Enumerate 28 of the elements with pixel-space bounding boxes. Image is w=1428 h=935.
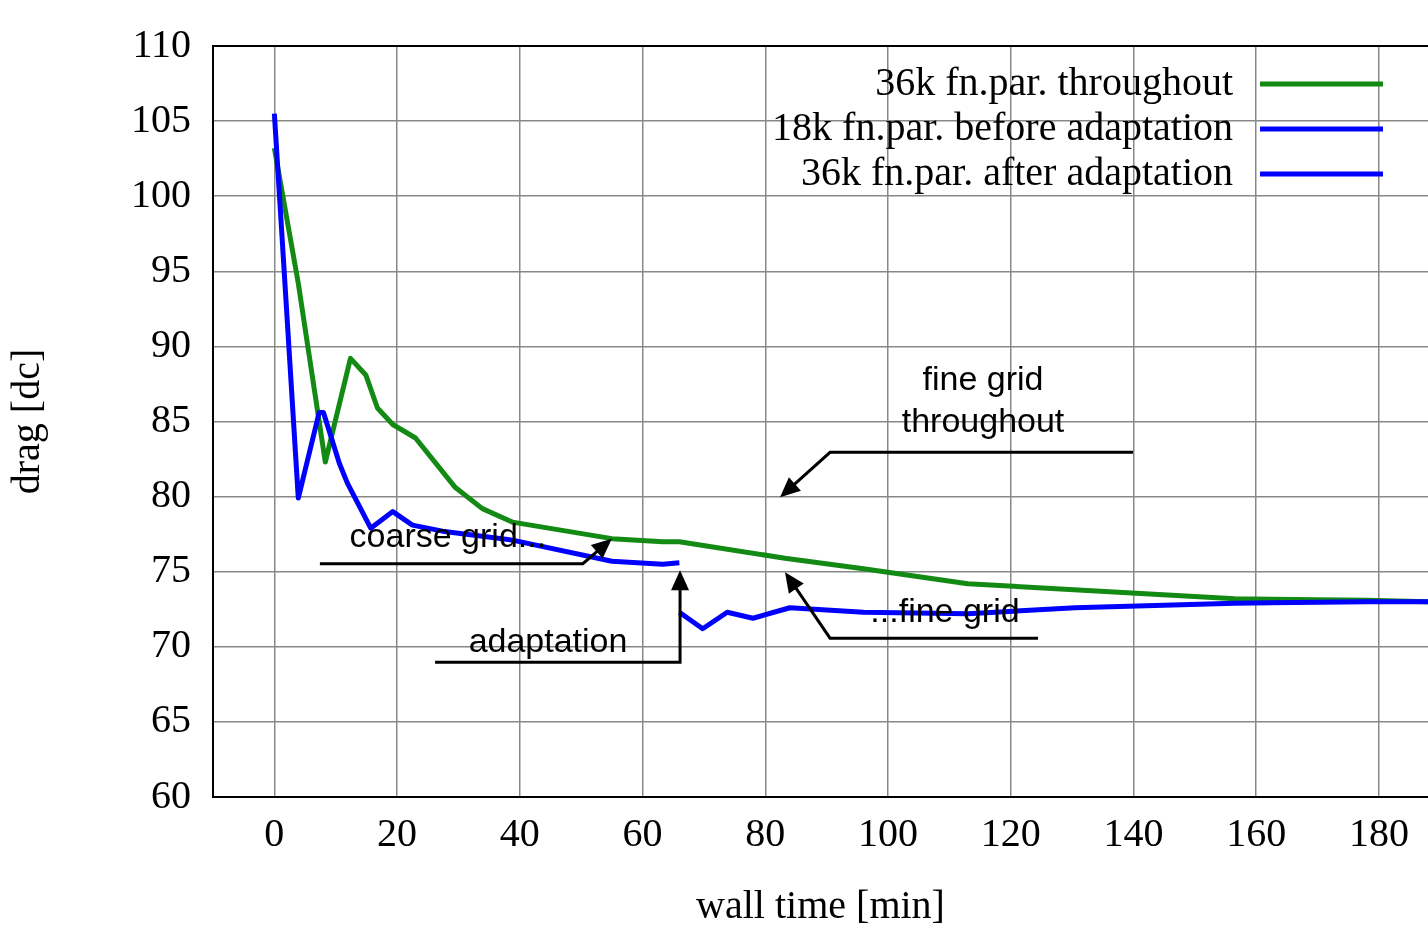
y-tick-label: 80 [151,471,191,517]
y-tick-label: 105 [131,95,191,141]
x-tick-label: 80 [745,809,786,855]
y-axis-title: drag [dc] [2,348,48,495]
x-tick-label: 140 [1103,809,1164,855]
x-tick-label: 180 [1348,809,1409,855]
y-tick-label: 95 [151,245,191,291]
x-tick-label: 40 [499,809,540,855]
x-axis-title: wall time [min] [696,881,945,927]
y-tick-label: 110 [132,20,191,66]
x-tick-label: 0 [264,809,285,855]
y-tick-label: 60 [151,771,191,817]
x-tick-label: 160 [1226,809,1287,855]
x-tick-label: 100 [858,809,918,855]
x-tick-label: 120 [980,809,1041,855]
x-tick-label: 60 [622,809,663,855]
annotation: fine grid throughout [900,358,1066,442]
legend-label: 36k fn.par. after adaptation [800,148,1233,194]
annotation: adaptation [467,620,629,662]
y-tick-label: 85 [151,396,191,441]
y-tick-label: 100 [131,170,191,216]
y-tick-label: 65 [151,696,191,742]
y-tick-label: 70 [151,621,191,667]
y-tick-label: 90 [151,320,191,366]
y-tick-label: 75 [151,546,191,592]
x-tick-label: 20 [377,809,418,855]
legend-label: 36k fn.par. throughout [875,58,1233,104]
legend-label: 18k fn.par. before adaptation [772,103,1233,149]
